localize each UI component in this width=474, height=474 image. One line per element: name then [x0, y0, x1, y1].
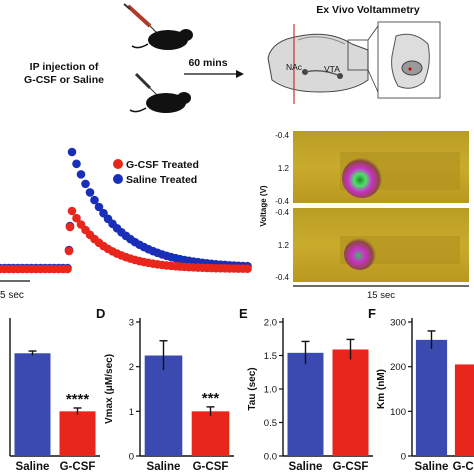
trace-point-saline	[81, 179, 90, 189]
color-plot-saline	[293, 131, 469, 203]
bar-saline	[14, 353, 51, 456]
bar-g-csf	[332, 349, 369, 456]
trace-point-gcsf	[67, 206, 77, 216]
panel-letter: D	[96, 306, 105, 321]
time-label: 60 mins	[188, 57, 227, 69]
y-tick-label: 0	[129, 452, 134, 463]
syringe-bottom-icon	[134, 72, 159, 97]
y-tick-label: 1.5	[264, 351, 277, 362]
category-label: Saline	[289, 461, 323, 473]
legend-gcsf-marker	[113, 159, 123, 169]
color-ylabel: Voltage (V)	[259, 185, 268, 227]
trace-point-saline	[76, 170, 86, 179]
trace-point-gcsf	[65, 222, 75, 232]
bar-g-csf	[454, 364, 474, 456]
color-tick-1: -0.4	[275, 131, 289, 140]
bar-g-csf	[191, 411, 230, 456]
color-plot-gcsf	[293, 208, 469, 282]
y-tick-label: 0	[401, 452, 406, 463]
vta-label: VTA	[324, 64, 340, 74]
trace-point-gcsf	[243, 264, 252, 273]
panel-letter: E	[239, 306, 248, 321]
y-tick-label: 2	[129, 362, 134, 373]
legend-gcsf-label: G-CSF Treated	[126, 159, 199, 171]
y-axis-label: Km (nM)	[376, 369, 387, 409]
color-tick-5: 1.2	[278, 241, 290, 250]
y-tick-label: 300	[390, 318, 406, 329]
y-tick-label: 3	[129, 318, 134, 329]
trace-point-saline	[90, 195, 99, 205]
color-tick-4: -0.4	[275, 208, 289, 217]
y-axis-label: Tau (sec)	[247, 367, 258, 410]
trace-point-gcsf	[63, 264, 72, 274]
trace-point-saline	[85, 188, 95, 197]
trace-point-gcsf	[64, 246, 74, 256]
arrow-right-icon	[184, 70, 244, 78]
trace-point-saline	[67, 147, 77, 157]
bar-charts: Saline G-CSF **** D 0 1 2 3 Vmax (μM/sec) Saline G…	[9, 306, 474, 473]
panel-letter: F	[368, 306, 376, 321]
y-tick-label: 0.5	[264, 418, 277, 429]
y-tick-label: 1	[129, 407, 134, 418]
voltammetry-title: Ex Vivo Voltammetry	[316, 4, 420, 16]
color-tick-6: -0.4	[275, 273, 289, 282]
injection-label-2: G-CSF or Saline	[24, 74, 104, 86]
legend-saline-marker	[113, 174, 123, 184]
significance-label: ****	[66, 391, 90, 408]
category-label: G-CSF	[453, 461, 474, 473]
trace-point-gcsf	[72, 213, 81, 223]
y-tick-label: 1.0	[264, 385, 277, 396]
category-label: Saline	[147, 461, 181, 473]
y-tick-label: 100	[390, 407, 406, 418]
bar-saline	[415, 339, 448, 456]
bar-saline	[287, 352, 324, 456]
legend-saline-label: Saline Treated	[126, 174, 197, 186]
brain-slice-diagram	[267, 21, 441, 104]
syringe-top-icon	[123, 3, 159, 35]
trace-point-saline	[72, 159, 81, 169]
significance-label: ***	[202, 390, 220, 407]
nac-label: NAc	[286, 62, 303, 72]
category-label: G-CSF	[60, 461, 96, 473]
mouse-bottom-icon	[129, 92, 191, 113]
voltammetry-trace	[0, 147, 252, 274]
bar-g-csf	[59, 411, 96, 456]
trace-point-saline	[94, 202, 104, 212]
category-label: G-CSF	[193, 461, 229, 473]
category-label: Saline	[16, 461, 50, 473]
color-xlabel: 15 sec	[367, 290, 395, 301]
bar-saline	[144, 355, 183, 456]
color-tick-3: -0.4	[275, 197, 289, 206]
y-tick-label: 200	[390, 362, 406, 373]
category-label: G-CSF	[333, 461, 369, 473]
category-label: Saline	[415, 461, 449, 473]
color-tick-2: 1.2	[278, 164, 290, 173]
injection-label-1: IP injection of	[30, 61, 99, 73]
scale-label: 5 sec	[0, 290, 24, 301]
y-axis-label: Vmax (μM/sec)	[104, 354, 115, 424]
mouse-top-icon	[131, 29, 193, 50]
y-tick-label: 2.0	[264, 318, 277, 329]
y-tick-label: 0.0	[264, 452, 277, 463]
